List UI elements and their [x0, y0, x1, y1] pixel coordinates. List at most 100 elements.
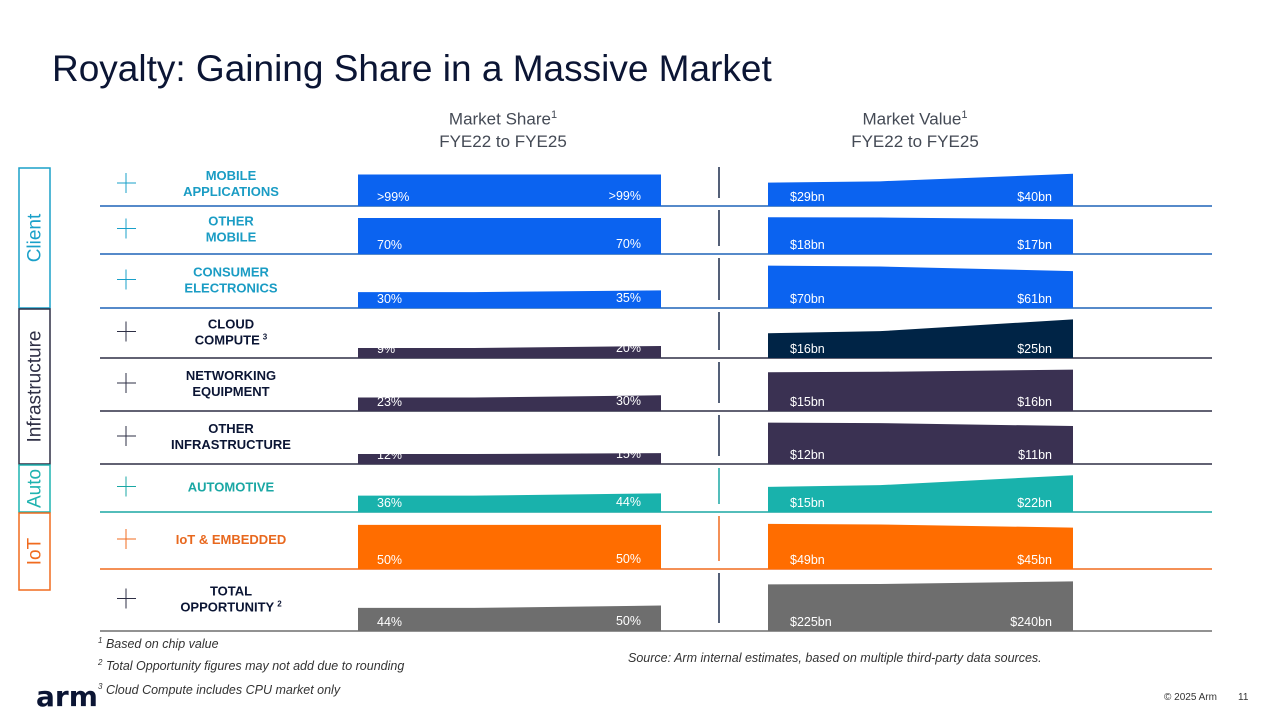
share-start-label: 36% — [377, 496, 402, 510]
market-value-header-title: Market Value — [862, 109, 962, 129]
footnote-1-text: Based on chip value — [105, 637, 219, 652]
market-value-area — [768, 265, 1073, 308]
row-label: INFRASTRUCTURE — [171, 437, 291, 452]
source-note: Source: Arm internal estimates, based on… — [628, 651, 1042, 665]
share-end-label: 70% — [616, 237, 641, 251]
share-start-label: 70% — [377, 238, 402, 252]
share-end-label: 35% — [616, 291, 641, 305]
page-title: Royalty: Gaining Share in a Massive Mark… — [52, 48, 772, 89]
row-label: OTHER — [208, 421, 254, 436]
value-start-label: $18bn — [790, 238, 825, 252]
value-start-label: $70bn — [790, 292, 825, 306]
market-share-header-title: Market Share — [448, 109, 551, 129]
market-share-area — [358, 290, 661, 308]
share-end-label: 30% — [616, 394, 641, 408]
share-start-label: 50% — [377, 553, 402, 567]
page-number: 11 — [1238, 692, 1249, 703]
market-value-area — [768, 523, 1073, 569]
value-start-label: $12bn — [790, 448, 825, 462]
market-share-area — [358, 345, 661, 358]
group-label: Client — [25, 213, 46, 262]
group-box — [18, 512, 51, 591]
market-share-area — [358, 174, 661, 206]
share-start-label: 12% — [377, 448, 402, 462]
group-label: Infrastructure — [25, 331, 46, 443]
share-start-label: >99% — [377, 190, 409, 204]
row-label: OPPORTUNITY 2 — [180, 600, 282, 615]
value-end-label: $17bn — [1017, 238, 1052, 252]
value-end-label: $61bn — [1017, 292, 1052, 306]
share-end-label: 50% — [616, 552, 641, 566]
value-end-label: $16bn — [1017, 395, 1052, 409]
footnote-3: 3 Cloud Compute includes CPU market only — [98, 682, 340, 697]
value-start-label: $16bn — [790, 342, 825, 356]
share-start-label: 30% — [377, 292, 402, 306]
share-end-label: 15% — [616, 447, 641, 461]
value-start-label: $49bn — [790, 553, 825, 567]
footnote-1: 1 Based on chip value — [98, 636, 219, 651]
market-value-header-footnote: 1 — [961, 109, 968, 121]
market-share-area — [358, 453, 661, 464]
value-start-label: $15bn — [790, 395, 825, 409]
market-share-header: Market Share1 FYE22 to FYE25 — [353, 104, 653, 153]
market-value-area — [768, 173, 1073, 206]
share-end-label: >99% — [609, 189, 641, 203]
group-label: IoT — [25, 537, 46, 565]
row-label: AUTOMOTIVE — [188, 480, 275, 495]
market-value-area — [768, 319, 1073, 358]
market-value-area — [768, 217, 1073, 254]
footnote-1-number: 1 — [98, 636, 103, 645]
footnote-2-text: Total Opportunity figures may not add du… — [105, 659, 405, 674]
market-value-header-period: FYE22 to FYE25 — [851, 131, 979, 151]
share-start-label: 23% — [377, 395, 402, 409]
value-end-label: $45bn — [1017, 553, 1052, 567]
market-share-area — [358, 218, 661, 254]
row-label: ELECTRONICS — [184, 281, 278, 296]
footnote-3-text: Cloud Compute includes CPU market only — [105, 683, 341, 698]
value-end-label: $40bn — [1017, 190, 1052, 204]
value-end-label: $11bn — [1018, 448, 1052, 462]
market-value-area — [768, 422, 1073, 464]
share-start-label: 44% — [377, 615, 402, 629]
value-end-label: $22bn — [1017, 496, 1052, 510]
market-share-area — [358, 493, 661, 512]
market-share-header-period: FYE22 to FYE25 — [439, 131, 567, 151]
row-label: MOBILE — [206, 168, 257, 183]
row-label: NETWORKING — [186, 368, 276, 383]
row-label: MOBILE — [206, 230, 257, 245]
market-value-area — [768, 369, 1073, 411]
row-label: CLOUD — [208, 317, 254, 332]
group-label: Auto — [25, 469, 46, 508]
market-value-area — [768, 475, 1073, 512]
footnote-2-number: 2 — [98, 658, 103, 667]
group-box — [18, 167, 51, 309]
row-label: OTHER — [208, 214, 254, 229]
share-end-label: 50% — [616, 614, 641, 628]
market-share-area — [358, 605, 661, 631]
row-label: IoT & EMBEDDED — [176, 532, 287, 547]
row-label: TOTAL — [210, 584, 252, 599]
copyright: © 2025 Arm — [1164, 692, 1217, 703]
market-share-area — [358, 395, 661, 411]
row-label: EQUIPMENT — [192, 384, 269, 399]
group-box — [18, 308, 51, 465]
row-label: COMPUTE 3 — [195, 333, 268, 348]
market-share-area — [358, 524, 661, 569]
share-end-label: 20% — [616, 341, 641, 355]
row-label: CONSUMER — [193, 265, 269, 280]
footnote-3-number: 3 — [98, 682, 103, 691]
value-start-label: $225bn — [790, 615, 832, 629]
footnote-2: 2 Total Opportunity figures may not add … — [98, 658, 404, 673]
market-value-header: Market Value1 FYE22 to FYE25 — [765, 104, 1065, 153]
value-start-label: $15bn — [790, 496, 825, 510]
value-start-label: $29bn — [790, 190, 825, 204]
value-end-label: $240bn — [1010, 615, 1052, 629]
value-end-label: $25bn — [1017, 342, 1052, 356]
share-start-label: 9% — [377, 342, 395, 356]
market-value-area — [768, 581, 1073, 631]
share-end-label: 44% — [616, 495, 641, 509]
row-label: APPLICATIONS — [183, 184, 279, 199]
group-box — [18, 464, 51, 513]
